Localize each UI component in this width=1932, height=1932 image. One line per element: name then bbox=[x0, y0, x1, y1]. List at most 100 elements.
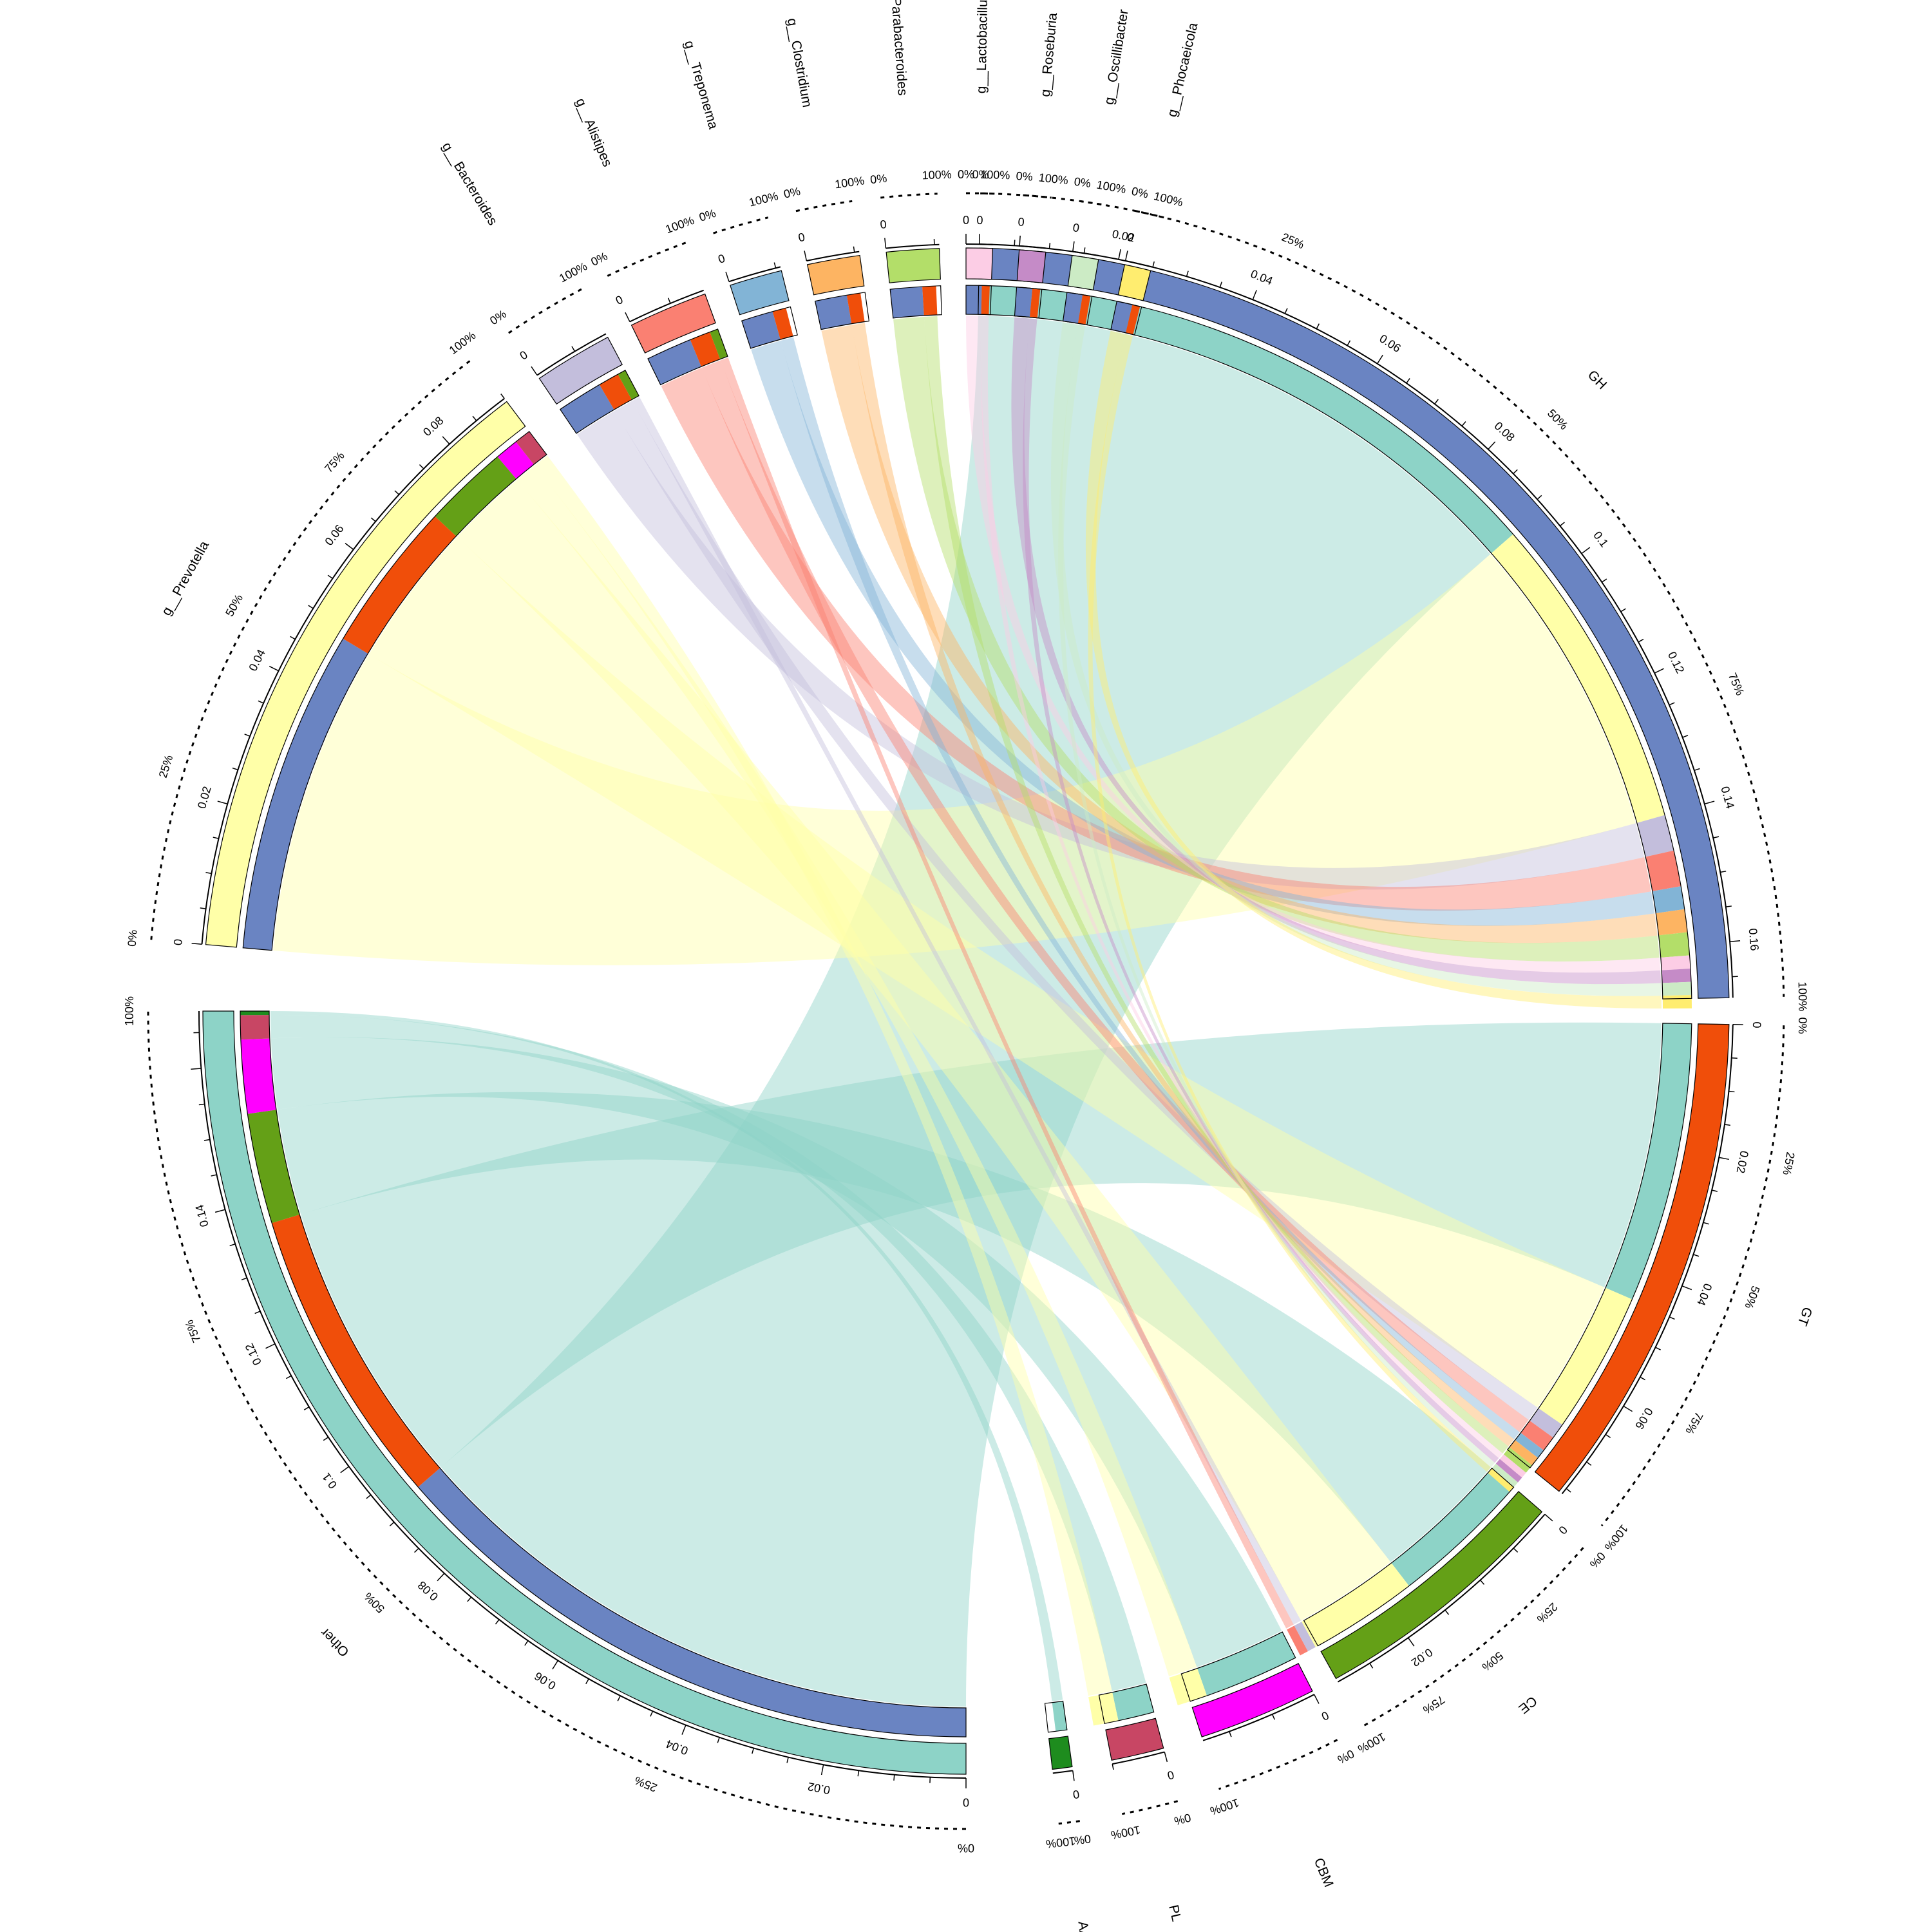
composition-ce-g-alistipes bbox=[1287, 1625, 1308, 1656]
tick-label: 0 bbox=[1072, 221, 1081, 234]
percent-label: 0% bbox=[958, 168, 974, 181]
percent-label: 100% bbox=[1045, 1834, 1076, 1850]
composition-gh-g-treponema bbox=[1652, 886, 1685, 914]
axis-tick bbox=[1681, 1285, 1692, 1291]
axis-g-oscillibacter bbox=[1072, 251, 1099, 257]
axis-tick bbox=[1623, 1405, 1633, 1412]
axis-tick bbox=[1444, 1609, 1450, 1615]
sector-bar-g-oscillibacter bbox=[1067, 254, 1099, 290]
composition-ce-g-bacteroides bbox=[1294, 1622, 1316, 1652]
sector-bar-g-clostridium bbox=[806, 254, 865, 296]
link-other-ce bbox=[277, 1092, 1492, 1562]
axis-tick bbox=[1252, 290, 1257, 300]
tick-label: 0.1 bbox=[1591, 529, 1611, 549]
percent-label: 0% bbox=[1130, 185, 1150, 201]
axis-tick bbox=[681, 1725, 687, 1735]
axis-tick bbox=[1186, 270, 1189, 277]
percent-label: 75% bbox=[1421, 1693, 1447, 1717]
percent-label: 100% bbox=[1095, 178, 1127, 196]
composition-g-clostridium-gt bbox=[846, 292, 865, 324]
composition-gh-g-oscillibacter bbox=[1662, 981, 1692, 996]
axis-tick bbox=[229, 1243, 236, 1247]
composition-g-prevotella-cbm bbox=[497, 441, 534, 479]
tick-label: 0.1 bbox=[319, 1470, 339, 1491]
composition-g-oscillibacter-gt bbox=[1077, 294, 1091, 325]
percent-scale-g-oscillibacter bbox=[1079, 200, 1108, 207]
percent-scale-g-roseburia bbox=[1023, 194, 1052, 199]
composition-frame-g-clostridium bbox=[814, 292, 870, 330]
percent-label: 75% bbox=[1726, 671, 1747, 697]
sector-bar-g-treponema bbox=[730, 270, 790, 316]
composition-gt-g-phocaeicola bbox=[1488, 1468, 1514, 1492]
axis-tick bbox=[419, 464, 424, 469]
percent-label: 0% bbox=[1074, 175, 1092, 190]
composition-g-lactobacillus-gh bbox=[966, 285, 982, 315]
axis-tick bbox=[303, 1406, 310, 1410]
axis-tick bbox=[442, 436, 450, 445]
axis-tick bbox=[1316, 323, 1320, 329]
axis-tick bbox=[254, 1311, 261, 1314]
percent-label: 75% bbox=[1683, 1410, 1705, 1436]
axis-tick bbox=[1513, 469, 1518, 475]
percent-label: 0% bbox=[126, 929, 140, 947]
link-g-prevotella-gh bbox=[273, 554, 1636, 965]
axis-tick bbox=[1605, 1434, 1611, 1438]
tick-label: 0 bbox=[171, 938, 185, 946]
axis-tick bbox=[213, 837, 219, 839]
axis-tick bbox=[1377, 354, 1383, 365]
sector-label-g-lactobacillus: g__Lactobacillus bbox=[974, 0, 990, 93]
link-g-bacteroides-gh bbox=[577, 410, 1645, 890]
composition-gh-g-clostridium bbox=[1656, 909, 1688, 936]
axis-tick bbox=[552, 1660, 558, 1670]
composition-frame-g-oscillibacter bbox=[1062, 292, 1093, 326]
percent-label: 75% bbox=[183, 1318, 204, 1345]
composition-g-phocaeicola-gt bbox=[1125, 305, 1141, 335]
composition-pl-other bbox=[1112, 1684, 1154, 1721]
composition-g-bacteroides-gh bbox=[560, 384, 614, 433]
tick-label: 0.06 bbox=[532, 1669, 558, 1692]
composition-frame-ce bbox=[1303, 1468, 1515, 1647]
axis-tick bbox=[200, 907, 206, 909]
composition-g-prevotella-ce bbox=[435, 457, 516, 536]
composition-gt-g-oscillibacter bbox=[1492, 1463, 1518, 1488]
axis-tick bbox=[1461, 421, 1466, 426]
axis-tick bbox=[323, 1437, 329, 1441]
sector-label-g-treponema: g__Treponema bbox=[681, 39, 721, 131]
sector-label-g-alistipes: g__Alistipes bbox=[573, 96, 614, 169]
percent-scale-other bbox=[147, 1010, 967, 1830]
percent-scale-g-parabacteroides bbox=[880, 193, 938, 199]
composition-g-parabacteroides-gt bbox=[922, 285, 938, 316]
axis-tick bbox=[244, 734, 251, 737]
tick-label: 0.02 bbox=[807, 1780, 831, 1797]
composition-gt-g-roseburia bbox=[1495, 1459, 1522, 1482]
composition-gt-g-alistipes bbox=[1520, 1420, 1553, 1451]
percent-label: 100% bbox=[123, 996, 136, 1026]
composition-g-parabacteroides-gh bbox=[890, 287, 924, 318]
axis-tick bbox=[290, 636, 296, 640]
percent-label: 100% bbox=[1038, 171, 1069, 187]
sector-label-pl: PL bbox=[1166, 1904, 1184, 1923]
composition-gt-g-clostridium bbox=[1509, 1440, 1539, 1466]
percent-label: 100% bbox=[834, 174, 865, 191]
composition-ce-g-prevotella bbox=[1302, 1563, 1409, 1647]
axis-tick bbox=[893, 1774, 895, 1781]
axis-tick bbox=[1488, 441, 1496, 450]
composition-frame-g-roseburia bbox=[1014, 287, 1043, 319]
composition-gh-g-bacteroides bbox=[1636, 815, 1674, 857]
sector-label-aa: AA bbox=[1075, 1920, 1092, 1932]
axis-g-prevotella bbox=[201, 398, 505, 945]
axis-tick bbox=[1164, 1752, 1168, 1763]
axis-tick bbox=[241, 1277, 247, 1281]
axis-tick bbox=[1693, 1254, 1700, 1257]
sector-label-g-roseburia: g__Roseburia bbox=[1038, 12, 1060, 98]
axis-tick bbox=[1620, 608, 1626, 612]
tick-label: 0 bbox=[963, 214, 969, 227]
axis-tick bbox=[1703, 1222, 1709, 1225]
axis-tick bbox=[345, 543, 354, 550]
composition-g-prevotella-gt bbox=[343, 516, 457, 654]
composition-g-bacteroides-ce bbox=[618, 370, 639, 400]
percent-label: 25% bbox=[1535, 1600, 1560, 1625]
axis-ce bbox=[1337, 1513, 1546, 1683]
axis-tick bbox=[625, 312, 630, 322]
tick-label: 0.16 bbox=[1747, 928, 1761, 952]
